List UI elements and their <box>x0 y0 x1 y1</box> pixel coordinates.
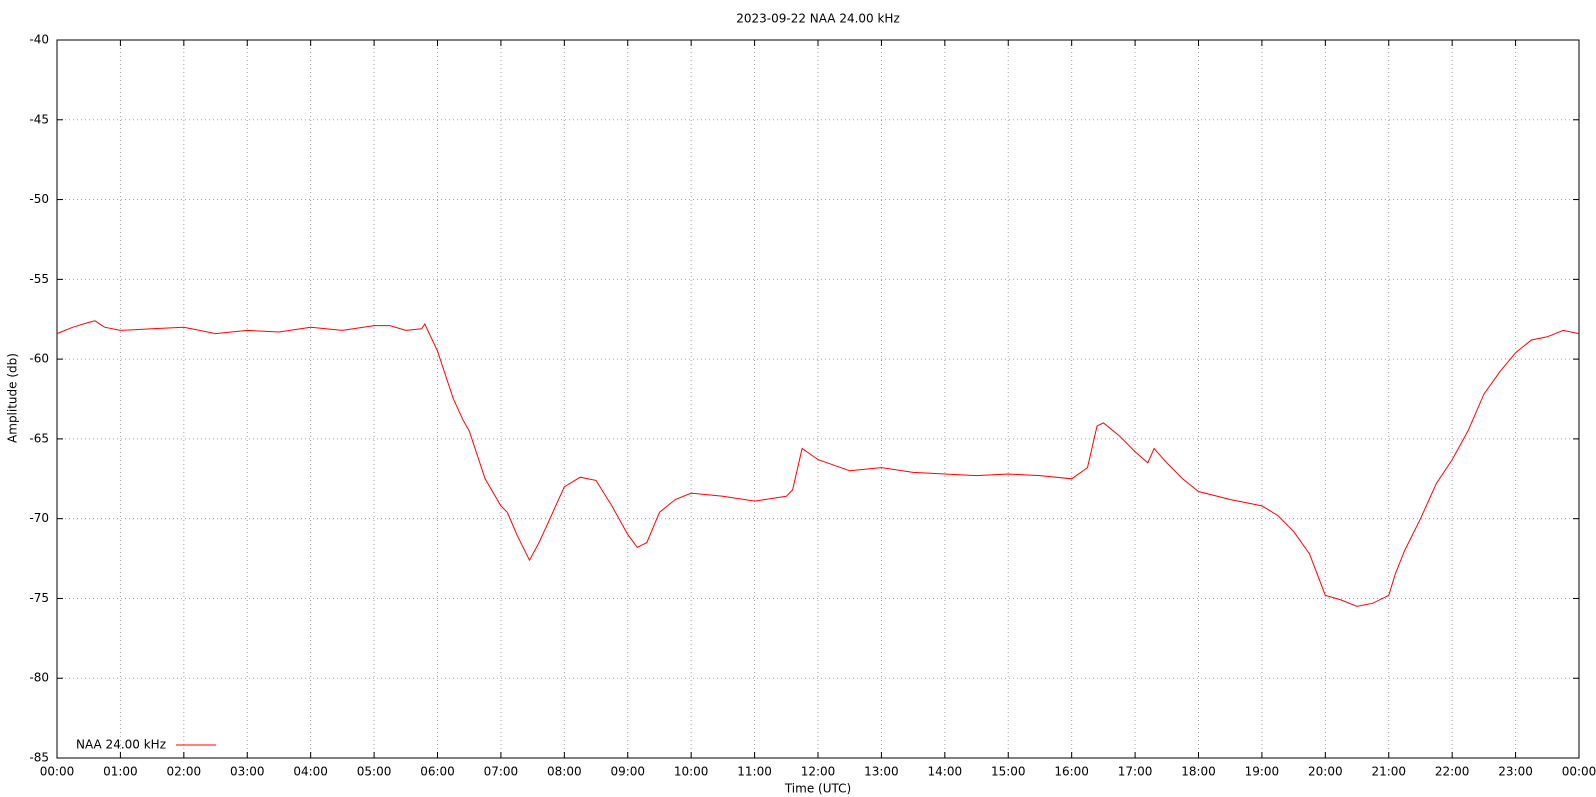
x-tick-label: 13:00 <box>864 765 899 779</box>
x-tick-label: 15:00 <box>991 765 1026 779</box>
x-tick-label: 14:00 <box>928 765 963 779</box>
x-tick-label: 10:00 <box>674 765 709 779</box>
x-tick-label: 18:00 <box>1181 765 1216 779</box>
x-tick-label: 21:00 <box>1371 765 1406 779</box>
y-tick-label: -50 <box>29 192 49 206</box>
x-axis-label: Time (UTC) <box>784 782 851 796</box>
x-tick-label: 02:00 <box>167 765 202 779</box>
y-tick-label: -45 <box>29 112 49 126</box>
x-tick-label: 16:00 <box>1054 765 1089 779</box>
y-tick-label: -65 <box>29 431 49 445</box>
y-tick-label: -85 <box>29 751 49 765</box>
x-tick-label: 07:00 <box>484 765 519 779</box>
y-tick-label: -75 <box>29 591 49 605</box>
x-tick-label: 17:00 <box>1118 765 1153 779</box>
data-line <box>56 320 1580 607</box>
x-tick-label: 20:00 <box>1308 765 1343 779</box>
y-axis-label: Amplitude (db) <box>6 353 20 443</box>
y-tick-label: -40 <box>29 33 49 47</box>
x-tick-label: 11:00 <box>737 765 772 779</box>
chart-title: 2023-09-22 NAA 24.00 kHz <box>736 12 900 26</box>
legend-label: NAA 24.00 kHz <box>76 738 166 752</box>
plot-frame <box>56 39 1580 759</box>
y-tick-label: -70 <box>29 511 49 525</box>
y-tick-label: -55 <box>29 272 49 286</box>
y-tick-label: -80 <box>29 671 49 685</box>
y-tick-label: -60 <box>29 352 49 366</box>
x-tick-label: 09:00 <box>610 765 645 779</box>
x-tick-label: 00:00 <box>40 765 75 779</box>
x-tick-label: 08:00 <box>547 765 582 779</box>
x-tick-label: 00:00 <box>1562 765 1596 779</box>
x-tick-label: 19:00 <box>1245 765 1280 779</box>
x-tick-label: 03:00 <box>230 765 265 779</box>
x-tick-label: 01:00 <box>103 765 138 779</box>
x-tick-label: 05:00 <box>357 765 392 779</box>
x-tick-label: 23:00 <box>1498 765 1533 779</box>
x-tick-label: 06:00 <box>420 765 455 779</box>
x-tick-label: 12:00 <box>801 765 836 779</box>
x-tick-label: 22:00 <box>1435 765 1470 779</box>
x-tick-label: 04:00 <box>293 765 328 779</box>
